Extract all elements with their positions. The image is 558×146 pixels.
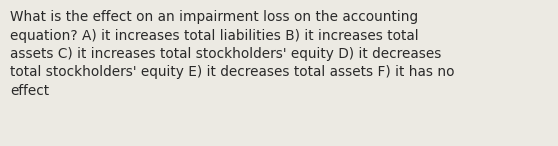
Text: What is the effect on an impairment loss on the accounting
equation? A) it incre: What is the effect on an impairment loss… — [10, 10, 455, 98]
